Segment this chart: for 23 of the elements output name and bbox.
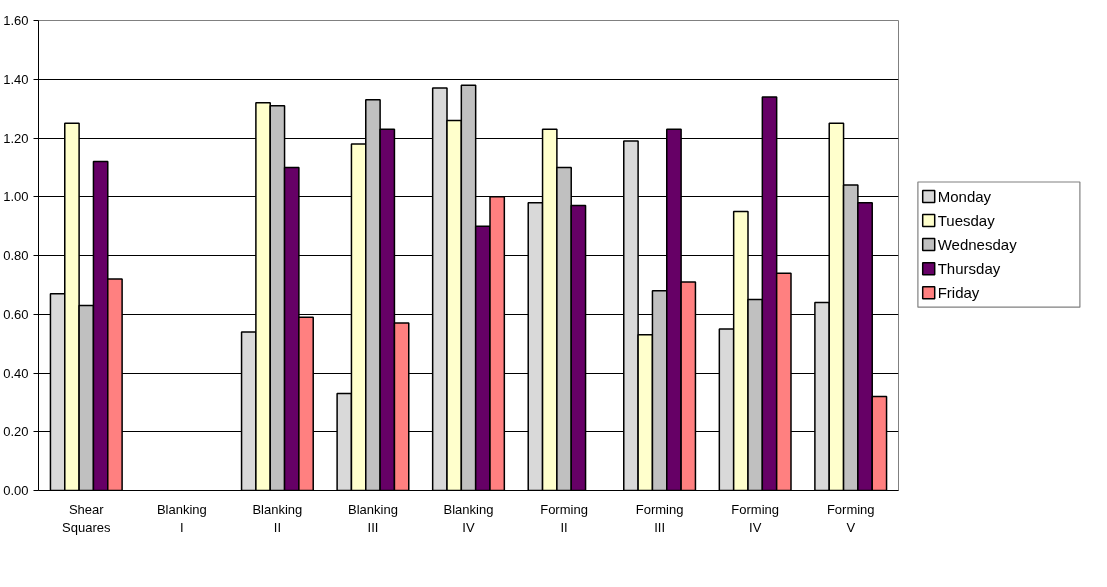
x-tick-label: Blanking IV: [443, 501, 494, 535]
y-tick-label: 0.00: [3, 483, 29, 498]
y-tick-label: 0.80: [3, 248, 29, 263]
x-tick-label: Shear Squares: [62, 501, 111, 535]
x-tick-label: Forming V: [826, 501, 875, 535]
y-tick-label: 1.00: [3, 189, 29, 205]
x-tick-label: Blanking III: [348, 501, 398, 535]
y-tick-label: 0.60: [3, 306, 29, 322]
y-tick-label: 0.40: [3, 365, 29, 381]
y-tick-label: 0.20: [3, 424, 29, 440]
x-tick-label: Blanking I: [156, 501, 207, 535]
legend-label: Thursday: [937, 260, 1001, 278]
legend-label: Tuesday: [937, 212, 996, 230]
x-tick-label: Blanking II: [252, 501, 303, 535]
x-tick-label: Forming II: [540, 501, 588, 535]
x-tick-label: Forming III: [635, 501, 684, 535]
legend-label: Friday: [937, 284, 980, 302]
y-tick-label: 1.60: [3, 13, 29, 28]
y-tick-label: 1.20: [3, 130, 29, 146]
legend-label: Monday: [937, 187, 992, 205]
legend-label: Wednesday: [937, 236, 1018, 254]
x-tick-label: Forming IV: [731, 501, 780, 535]
y-tick-label: 1.40: [3, 71, 29, 87]
